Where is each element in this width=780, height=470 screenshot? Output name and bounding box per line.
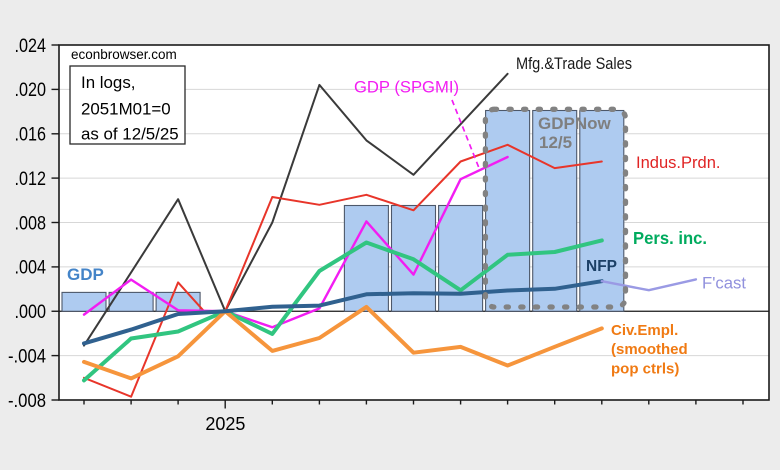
svg-text:.000: .000 — [15, 302, 47, 323]
svg-text:2025: 2025 — [205, 414, 245, 434]
svg-text:.012: .012 — [15, 169, 47, 190]
svg-text:-.008: -.008 — [8, 391, 46, 412]
svg-text:.020: .020 — [15, 80, 47, 101]
svg-text:12/5: 12/5 — [539, 133, 572, 152]
svg-text:.008: .008 — [15, 213, 47, 234]
svg-text:-.004: -.004 — [8, 346, 46, 367]
svg-text:Pers. inc.: Pers. inc. — [633, 228, 707, 248]
svg-text:.024: .024 — [15, 36, 47, 57]
svg-text:GDPNow: GDPNow — [538, 114, 612, 133]
svg-text:Mfg.&Trade Sales: Mfg.&Trade Sales — [516, 54, 632, 73]
svg-text:GDP: GDP — [67, 265, 104, 284]
svg-text:F'cast: F'cast — [702, 275, 746, 293]
svg-text:econbrowser.com: econbrowser.com — [71, 47, 177, 62]
svg-text:as of 12/5/25: as of 12/5/25 — [81, 125, 179, 144]
svg-text:.016: .016 — [15, 125, 47, 146]
svg-text:In logs,: In logs, — [81, 73, 135, 92]
svg-text:.004: .004 — [15, 258, 47, 279]
svg-text:Indus.Prdn.: Indus.Prdn. — [636, 153, 721, 172]
svg-text:Civ.Empl.: Civ.Empl. — [611, 322, 678, 339]
svg-text:(smoothed: (smoothed — [611, 341, 688, 358]
svg-text:NFP: NFP — [586, 258, 617, 275]
svg-text:pop ctrls): pop ctrls) — [611, 361, 679, 378]
svg-text:GDP (SPGMI): GDP (SPGMI) — [354, 79, 459, 97]
svg-text:2051M01=0: 2051M01=0 — [81, 100, 171, 119]
